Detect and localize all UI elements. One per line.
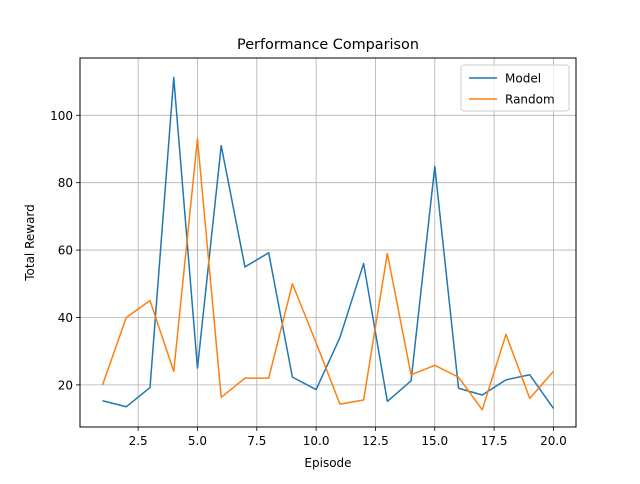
y-axis-label: Total Reward [23, 204, 37, 282]
y-tick-label: 20 [58, 378, 73, 392]
legend: Model Random [460, 64, 570, 112]
series-layer [101, 76, 555, 411]
chart-title: Performance Comparison [237, 37, 419, 53]
series-line-model [102, 76, 555, 409]
y-tick-label: 60 [58, 244, 73, 258]
series-line-random [101, 138, 555, 411]
y-axis-ticks: 20 40 60 80 100 [50, 109, 80, 392]
x-tick-label: 10.0 [303, 434, 330, 448]
x-axis-ticks: 2.5 5.0 7.5 10.0 12.5 15.0 17.5 20.0 [129, 427, 567, 448]
x-tick-label: 20.0 [540, 434, 567, 448]
x-axis-label: Episode [304, 456, 351, 470]
x-tick-label: 7.5 [247, 434, 266, 448]
grid-lines [80, 58, 576, 427]
y-tick-label: 40 [58, 311, 73, 325]
x-tick-label: 5.0 [188, 434, 207, 448]
x-tick-label: 17.5 [481, 434, 508, 448]
y-tick-label: 100 [50, 109, 73, 123]
y-tick-label: 80 [58, 176, 73, 190]
x-tick-label: 12.5 [362, 434, 389, 448]
legend-label-random: Random [505, 93, 555, 107]
plot-frame [79, 57, 577, 428]
x-tick-label: 15.0 [421, 434, 448, 448]
legend-label-model: Model [505, 72, 541, 86]
x-tick-label: 2.5 [129, 434, 148, 448]
